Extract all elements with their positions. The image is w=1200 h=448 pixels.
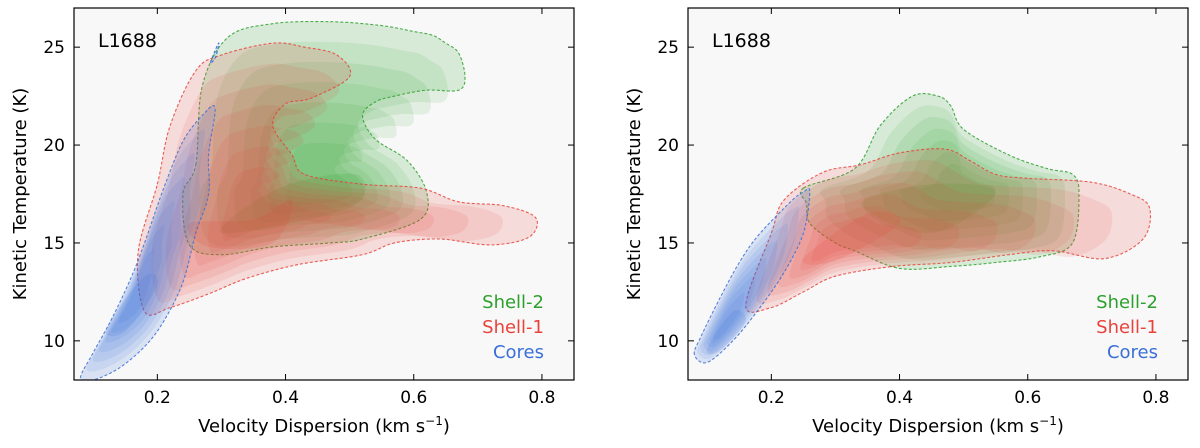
x-tick-label: 0.4 [886,388,913,408]
x-axis-label: Velocity Dispersion (km s−1) [198,414,450,437]
series-cores-level-4 [105,200,175,343]
series-shell-1-core [187,199,293,250]
series-shell-1-level-6 [811,217,921,262]
series-shell-2-level-4 [251,102,397,223]
legend-entry-cores: Cores [493,342,544,363]
legend-entry-shell-1: Shell-1 [1096,317,1158,338]
series-cores-level-2 [92,153,195,363]
series-cores-outline [79,104,216,380]
series-cores-level-3 [703,240,778,352]
series-shell-1-contours [745,148,1152,313]
legend-entry-cores: Cores [1107,342,1158,363]
series-shell-1-level-4 [789,194,998,279]
x-tick-label: 0.6 [400,388,427,408]
series-cores-level-1 [697,205,799,360]
y-tick-label: 15 [43,234,65,254]
series-cores-core [105,273,159,337]
series-shell-2-level-0 [182,21,466,255]
legend-entry-shell-1: Shell-1 [482,317,544,338]
series-shell-1-level-1 [151,63,503,303]
series-cores-contours [693,188,811,364]
axes-frame [687,7,1189,381]
y-axis-label: Kinetic Temperature (K) [624,88,645,301]
series-shell-2-level-4 [879,140,1023,231]
series-shell-1-level-2 [165,84,469,291]
contour-layer [79,20,538,380]
plot-area [74,8,574,380]
series-cores-level-6 [117,248,155,324]
series-shell-1-level-5 [800,205,960,271]
series-shell-2-level-1 [199,41,448,247]
x-tick-label: 0.2 [144,388,171,408]
y-tick-label: 25 [657,38,679,58]
series-cores-level-1 [86,129,205,372]
x-tick-label: 0.8 [1142,388,1169,408]
series-cores-level-3 [99,177,185,353]
y-tick-label: 10 [43,332,65,352]
y-tick-label: 20 [657,136,679,156]
axes-frame [73,7,575,381]
series-cores-outline [693,188,811,364]
series-shell-2-outline [799,92,1080,270]
x-tick-label: 0.4 [272,388,299,408]
series-shell-1-level-6 [222,167,331,242]
series-shell-2-level-1 [820,105,1065,260]
series-cores-level-6 [713,292,745,340]
contour-layer [693,92,1152,364]
chart-panel-right: 0.2 0.4 0.6 0.8 10 15 20 25 Velocity Dispersion … [624,7,1189,437]
series-shell-1-outline [136,42,538,316]
series-shell-2-level-6 [919,163,995,212]
series-shell-2-level-0 [800,93,1079,270]
y-tick-label: 10 [657,332,679,352]
series-shell-2-level-2 [839,116,1051,251]
series-shell-2-contours [799,92,1080,270]
x-tick-label: 0.8 [528,388,555,408]
series-cores-level-0 [694,188,810,363]
series-cores-level-0 [80,105,216,380]
series-cores-level-4 [706,257,767,348]
series-shell-1-level-3 [179,105,435,279]
series-shell-1-level-4 [193,125,400,266]
series-cores-level-5 [111,224,165,334]
series-shell-1-contours [136,42,538,316]
series-shell-2-level-5 [268,122,380,215]
series-cores-level-5 [709,275,756,344]
plot-area [688,8,1188,380]
series-shell-2-level-3 [859,128,1037,241]
series-shell-1-outline [745,148,1152,313]
x-axis-label: Velocity Dispersion (km s−1) [812,414,1064,437]
chart-panel-left: 0.2 0.4 0.6 0.8 10 15 20 25 Velocity Dispersion … [10,7,575,437]
legend-entry-shell-2: Shell-2 [482,292,544,313]
legend-entry-shell-2: Shell-2 [1096,292,1158,313]
x-tick-label: 0.2 [758,388,785,408]
series-shell-1-level-0 [137,42,538,316]
y-axis-label: Kinetic Temperature (K) [10,88,31,301]
series-shell-1-level-3 [778,182,1036,288]
series-shell-2-level-3 [234,82,414,231]
x-tick-label: 0.6 [1014,388,1041,408]
series-shell-1-level-0 [745,148,1151,313]
series-cores-core [706,310,747,354]
series-shell-1-core [802,211,901,265]
series-shell-1-level-5 [207,146,366,254]
series-shell-2-core [219,173,366,234]
series-shell-2-level-2 [216,61,431,239]
series-shell-2-outline [182,20,466,256]
series-cores-contours [79,42,220,380]
series-shell-2-level-5 [899,152,1009,222]
y-tick-label: 20 [43,136,65,156]
series-shell-2-contours [182,20,466,256]
y-tick-label: 25 [43,38,65,58]
series-shell-2-core [861,183,996,234]
series-shell-1-level-1 [756,160,1113,304]
panel-label: L1688 [712,30,771,52]
series-cores-island [209,42,220,64]
series-shell-2-level-6 [285,142,363,207]
y-tick-label: 15 [657,234,679,254]
panel-label: L1688 [98,30,157,52]
series-cores-level-2 [700,223,788,356]
series-shell-1-level-2 [767,171,1075,296]
